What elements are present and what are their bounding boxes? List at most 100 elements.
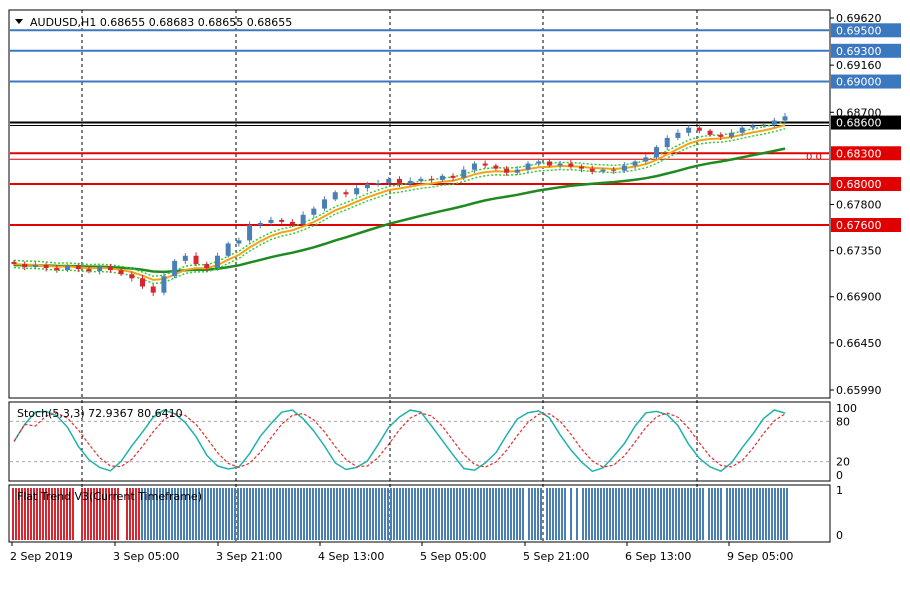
trend-bar [624,488,626,540]
price-pane[interactable] [8,9,831,399]
candle[interactable] [461,169,467,178]
candle[interactable] [643,157,649,162]
candle[interactable] [225,243,231,256]
candle[interactable] [75,266,81,270]
candle[interactable] [289,221,295,224]
trend-bar [114,488,116,540]
candle[interactable] [450,175,456,178]
candle[interactable] [750,125,756,128]
candle[interactable] [311,208,317,215]
candle[interactable] [86,269,92,272]
candle[interactable] [204,263,210,269]
candle[interactable] [568,163,574,167]
candle[interactable] [429,178,435,180]
candle[interactable] [654,147,659,158]
candle[interactable] [536,161,542,164]
candle[interactable] [129,274,135,279]
candle[interactable] [514,169,520,173]
candle[interactable] [761,124,767,126]
candle[interactable] [268,219,274,223]
candle[interactable] [322,199,328,209]
candle[interactable] [397,178,402,185]
candle[interactable] [364,184,370,189]
candle[interactable] [525,163,531,170]
candle[interactable] [728,132,734,137]
candle[interactable] [482,163,488,166]
trend-bar [621,488,623,540]
trend-bar [216,488,218,540]
candle[interactable] [739,127,745,133]
trend-bar [414,488,416,540]
candle[interactable] [707,130,713,135]
candle[interactable] [493,165,499,169]
stoch-axis-label: 20 [836,456,850,469]
candle[interactable] [332,192,338,200]
candle[interactable] [546,161,552,166]
candle[interactable] [407,180,413,185]
trend-bar [534,488,536,540]
candle[interactable] [664,137,670,148]
candle[interactable] [257,222,263,226]
candle[interactable] [375,182,381,185]
trend-bar [450,488,452,540]
candle[interactable] [150,286,156,293]
candle[interactable] [118,270,124,275]
candle[interactable] [600,169,606,172]
candle[interactable] [782,116,788,121]
trend-bar [402,488,404,540]
candle[interactable] [439,175,445,180]
price-axis-label: 0.69160 [836,59,882,72]
candle[interactable] [557,163,563,166]
trend-bar [99,488,101,540]
candle[interactable] [696,127,702,131]
candle[interactable] [193,255,199,264]
level-tag-text: 0.68600 [836,117,882,130]
candle[interactable] [354,188,360,195]
stochastic-pane[interactable] [8,401,831,482]
trend-bar [690,488,692,540]
candle[interactable] [386,178,392,183]
candle[interactable] [771,120,777,125]
candle[interactable] [343,192,349,195]
candle[interactable] [504,168,510,173]
candle[interactable] [161,276,167,293]
candle[interactable] [236,240,242,244]
candle[interactable] [22,263,28,268]
candle[interactable] [718,134,724,137]
candle[interactable] [172,260,178,277]
candle[interactable] [471,163,477,170]
chevron-down-icon[interactable] [15,19,23,24]
candle[interactable] [675,132,681,138]
level-tag-text: 0.69300 [836,45,882,58]
candle[interactable] [418,178,424,181]
trend-bar [552,488,554,540]
trend-bar [696,488,698,540]
candle[interactable] [65,266,71,271]
candle[interactable] [11,261,17,264]
candle[interactable] [621,165,627,171]
candle[interactable] [686,127,692,133]
time-axis-label: 9 Sep 05:00 [727,550,793,563]
trend-bar [87,488,89,540]
candle[interactable] [247,225,253,241]
candle[interactable] [214,255,220,269]
candle[interactable] [32,264,38,268]
candle[interactable] [107,267,113,271]
candle[interactable] [589,168,595,172]
candle[interactable] [611,169,617,171]
candle[interactable] [97,267,103,272]
candle[interactable] [279,219,285,222]
trend-bar [222,488,224,540]
candle[interactable] [54,268,60,271]
trend-bar [156,488,158,540]
trend-bar [279,488,281,540]
trend-bar [516,488,518,540]
candle[interactable] [140,278,145,287]
candle[interactable] [632,161,638,166]
candle[interactable] [300,214,306,224]
candle[interactable] [182,255,188,261]
candle[interactable] [579,166,585,169]
candle[interactable] [43,264,49,269]
